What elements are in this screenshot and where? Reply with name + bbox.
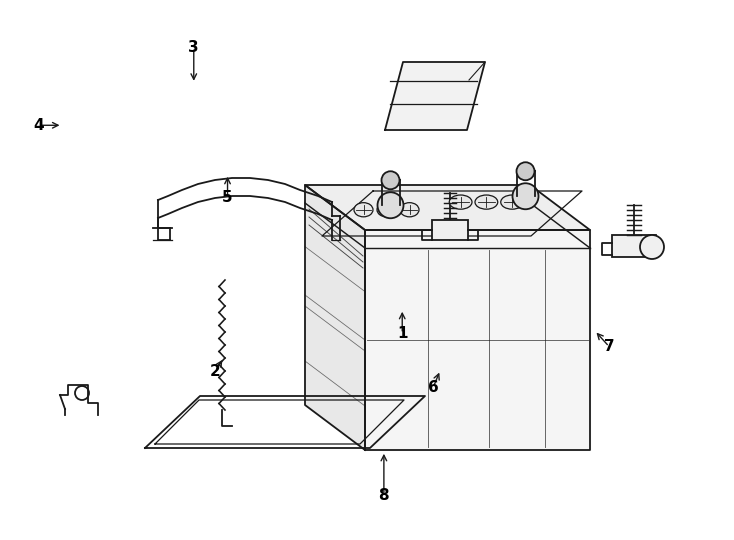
Bar (612, 235, 656, 257)
Circle shape (512, 183, 539, 209)
Text: 8: 8 (379, 488, 389, 503)
Polygon shape (385, 62, 485, 130)
Ellipse shape (449, 195, 472, 209)
Ellipse shape (501, 195, 523, 209)
Circle shape (517, 162, 534, 180)
Ellipse shape (377, 202, 396, 217)
Polygon shape (365, 230, 590, 450)
Polygon shape (305, 185, 590, 230)
Circle shape (640, 235, 664, 259)
Text: 5: 5 (222, 190, 233, 205)
Circle shape (382, 171, 399, 189)
Text: 6: 6 (428, 380, 438, 395)
Circle shape (377, 192, 404, 218)
Text: 1: 1 (397, 326, 407, 341)
Polygon shape (305, 185, 365, 450)
Ellipse shape (475, 195, 498, 209)
Ellipse shape (400, 202, 419, 217)
Text: 3: 3 (189, 40, 199, 55)
Text: 4: 4 (34, 118, 44, 133)
Bar (432, 220, 468, 240)
Text: 7: 7 (604, 339, 614, 354)
Text: 2: 2 (210, 364, 220, 379)
Ellipse shape (354, 202, 373, 217)
